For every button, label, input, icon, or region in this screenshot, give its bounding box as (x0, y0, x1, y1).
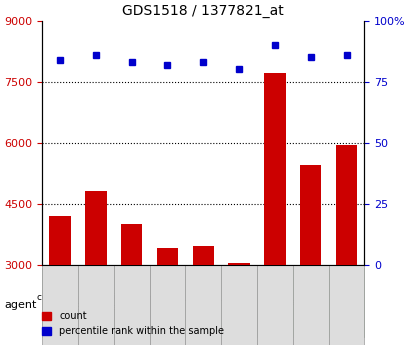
Bar (335, 145, 357, 265)
Bar (156, 248, 178, 265)
Text: pleiotrophin: pleiotrophin (283, 298, 337, 307)
Bar (228, 263, 249, 265)
Bar (113, 265, 149, 345)
Bar (85, 191, 106, 265)
Legend: count, percentile rank within the sample: count, percentile rank within the sample (38, 307, 227, 340)
Bar (192, 246, 213, 265)
Title: GDS1518 / 1377821_at: GDS1518 / 1377821_at (122, 4, 283, 18)
Bar (121, 224, 142, 265)
Bar (185, 265, 220, 345)
Bar (328, 265, 364, 345)
Bar (149, 265, 185, 345)
Bar (220, 265, 256, 345)
Bar (299, 165, 321, 265)
Bar (42, 265, 78, 345)
Bar (49, 216, 70, 265)
Text: heregulin: heregulin (181, 298, 224, 307)
Text: conditioned medium from
BSN cells: conditioned medium from BSN cells (37, 293, 154, 313)
FancyBboxPatch shape (149, 268, 256, 337)
FancyBboxPatch shape (42, 268, 149, 337)
Bar (263, 73, 285, 265)
FancyBboxPatch shape (256, 268, 364, 337)
Bar (292, 265, 328, 345)
Bar (78, 265, 113, 345)
Text: agent: agent (4, 300, 36, 310)
Bar (256, 265, 292, 345)
